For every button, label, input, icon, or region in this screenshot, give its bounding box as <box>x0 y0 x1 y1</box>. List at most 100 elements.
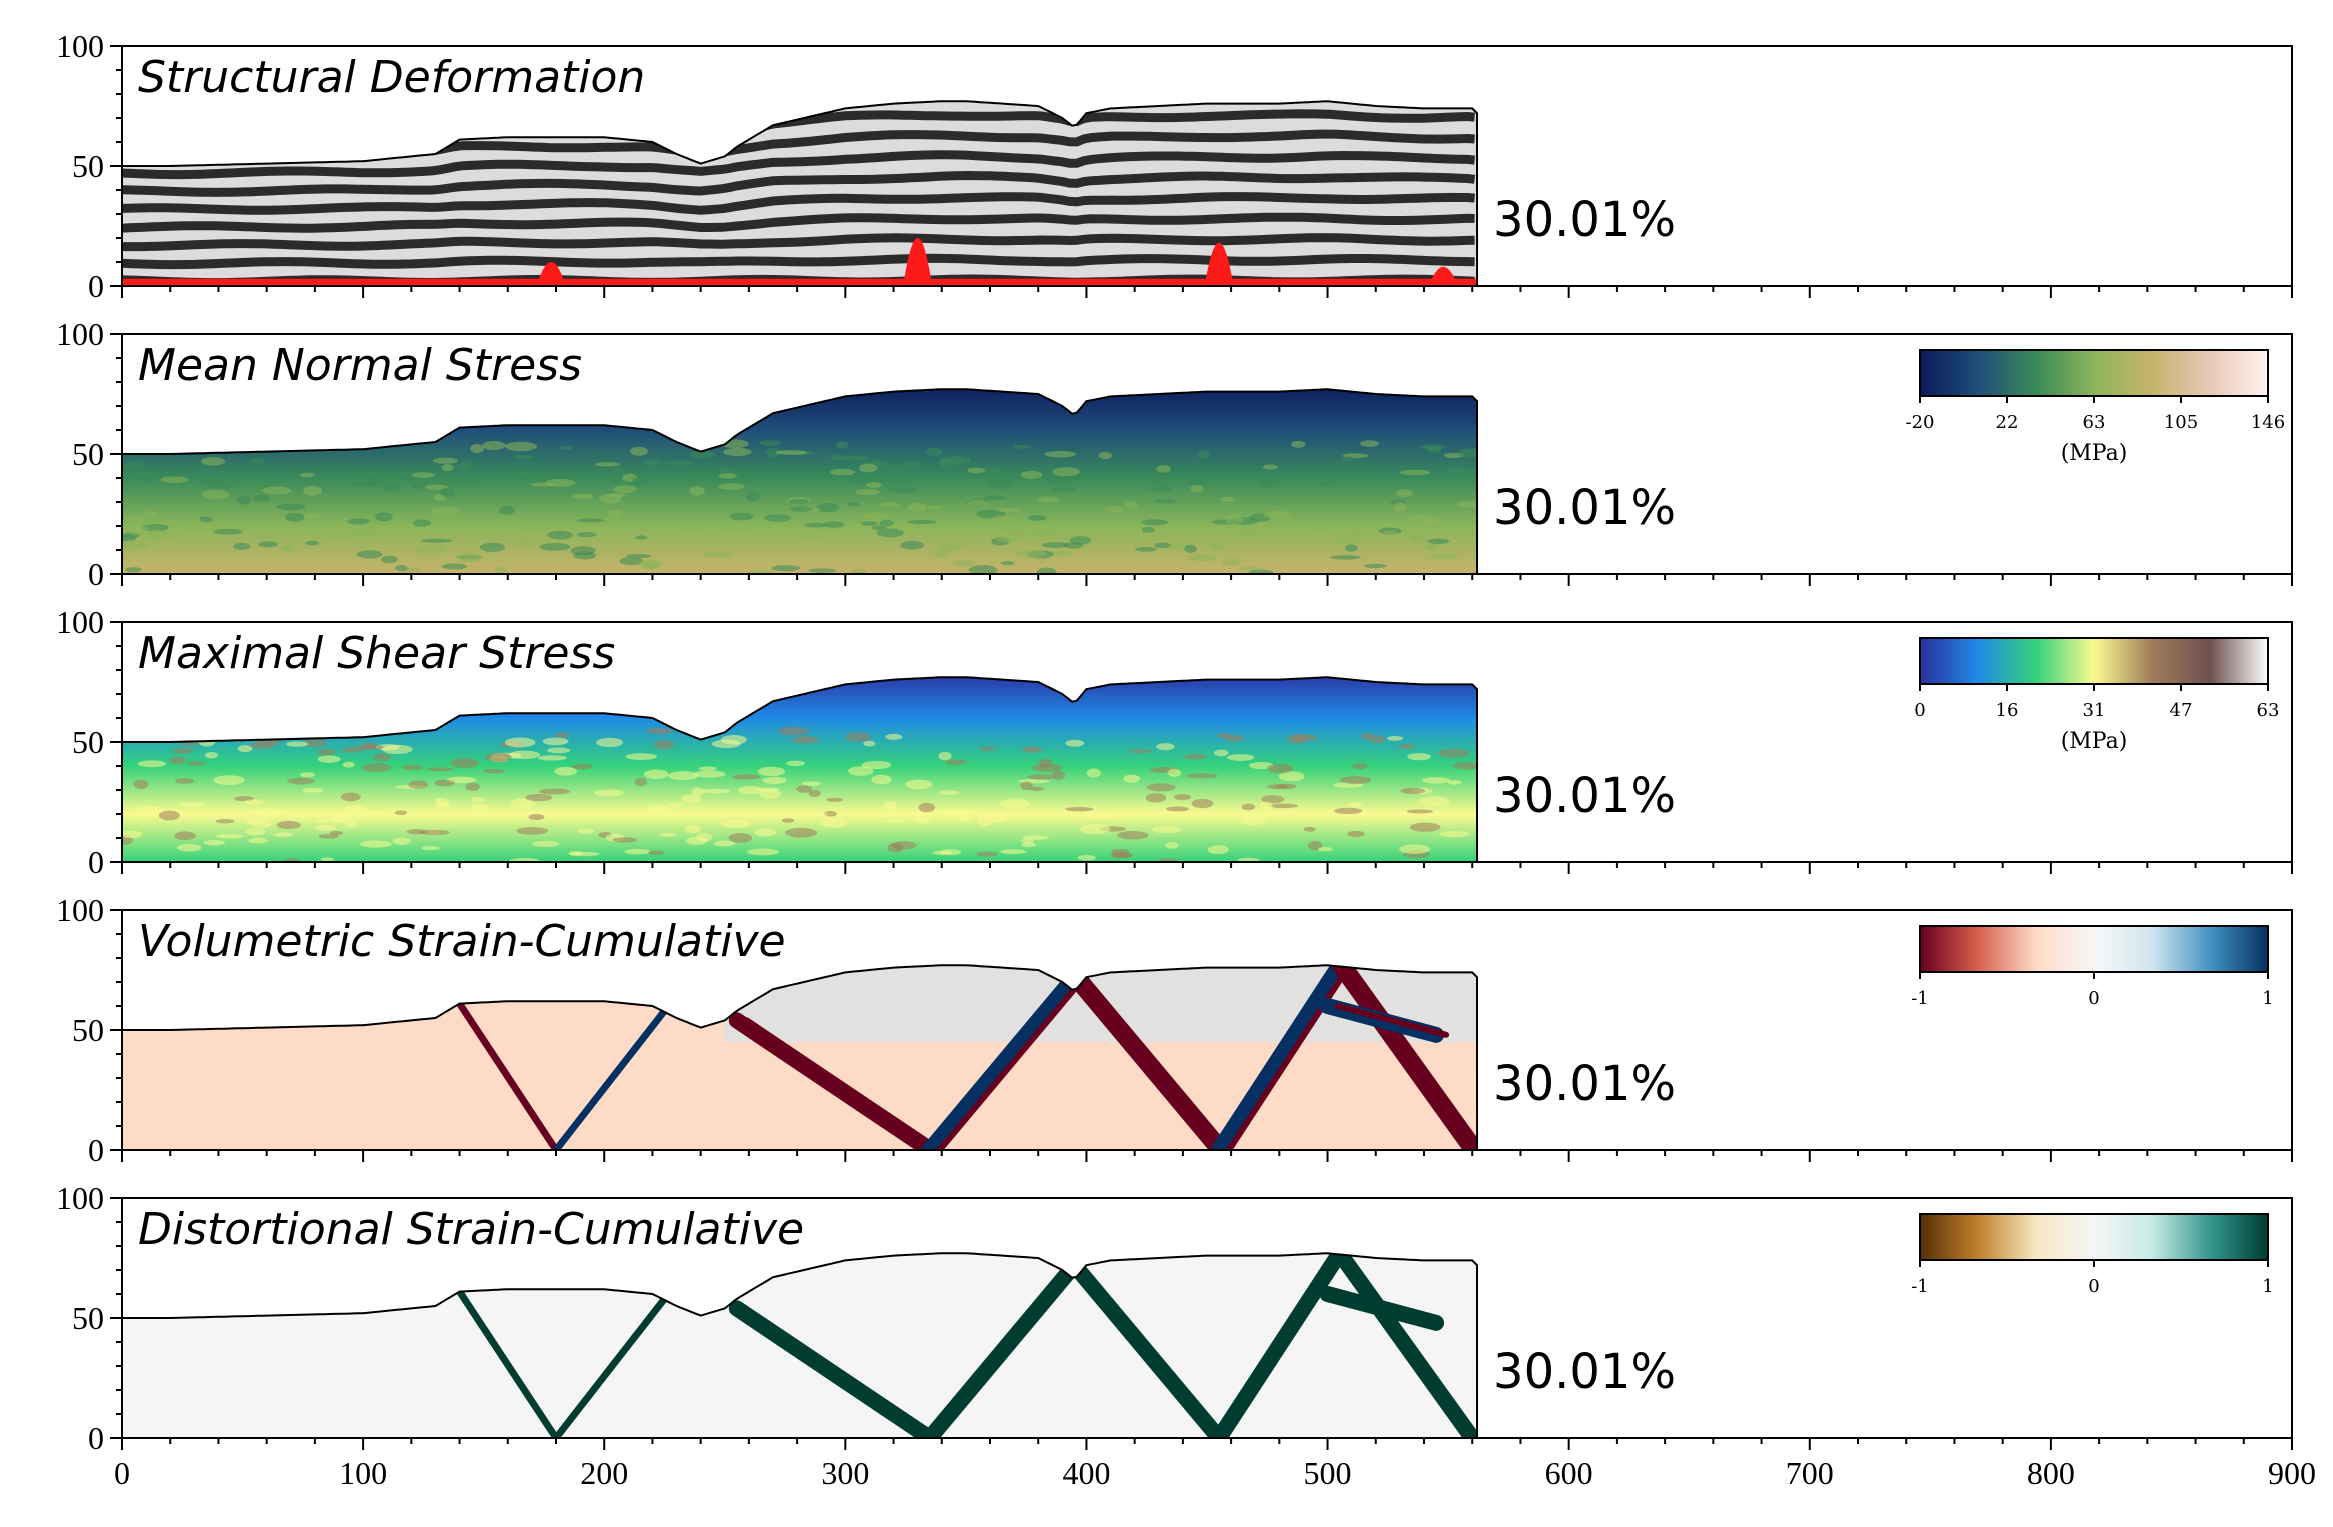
y-tick-label: 100 <box>56 28 104 64</box>
y-tick-label: 50 <box>72 436 104 472</box>
y-tick-label: 50 <box>72 1300 104 1336</box>
x-axis: 0 100 200 300 400 500 600 700 800 900 <box>114 1455 2316 1491</box>
colorbar-tick-label: -20 <box>1906 412 1935 433</box>
panel-title: Mean Normal Stress <box>138 340 582 391</box>
shear-band <box>1334 1003 1450 1038</box>
layer-band <box>122 192 1475 215</box>
shear-band <box>1319 1286 1445 1331</box>
shear-band <box>1331 1253 1478 1438</box>
colorbar: -1 0 1 <box>1911 1213 2274 1297</box>
shear-band <box>1211 965 1348 1150</box>
shear-band <box>728 1012 938 1150</box>
colorbar-tick-label: 105 <box>2164 412 2198 433</box>
shear-band <box>552 1295 668 1438</box>
panel-mean_normal_stress: 0 50 100 Mean Normal Stress 30.01% -20 22 63 105… <box>56 316 2293 592</box>
y-tick-label: 0 <box>88 1420 104 1456</box>
topography-line <box>122 964 1479 1151</box>
shortening-percent: 30.01% <box>1493 192 1676 248</box>
colorbar-ramp <box>1919 1213 2269 1261</box>
layer-band <box>122 253 1475 270</box>
panel-title: Distortional Strain-Cumulative <box>138 1204 804 1255</box>
colorbar-label: (MPa) <box>2061 441 2128 466</box>
shear-band <box>1346 965 1478 1150</box>
shortening-percent: 30.01% <box>1493 1344 1676 1400</box>
y-tick-label: 0 <box>88 844 104 880</box>
layer-band <box>122 233 1475 252</box>
shear-band <box>552 1007 668 1150</box>
diapir <box>1204 242 1234 286</box>
topography-line <box>122 676 1479 863</box>
colorbar-ramp <box>1919 637 2269 685</box>
field-mean_normal_stress <box>122 389 1478 574</box>
layer-band <box>122 150 1476 180</box>
colorbar-tick-label: 1 <box>2262 988 2273 1009</box>
colorbar-tick-label: 63 <box>2083 412 2106 433</box>
y-tick-label: 100 <box>56 316 104 352</box>
shear-band <box>1211 1253 1348 1438</box>
y-tick-label: 50 <box>72 724 104 760</box>
diapir <box>1428 266 1458 286</box>
colorbar-tick-label: 22 <box>1996 412 2019 433</box>
y-tick-label: 100 <box>56 892 104 928</box>
diapir <box>903 238 933 286</box>
shear-band <box>1331 965 1478 1150</box>
shortening-percent: 30.01% <box>1493 768 1676 824</box>
colorbar-tick-label: 1 <box>2262 1276 2273 1297</box>
panel-title: Volumetric Strain-Cumulative <box>138 916 786 967</box>
diapir <box>536 262 566 286</box>
y-tick-label: 0 <box>88 556 104 592</box>
x-tick-label: 700 <box>1786 1455 1834 1491</box>
panel-title: Structural Deformation <box>138 52 645 103</box>
colorbar-label: (MPa) <box>2061 729 2128 754</box>
shear-band <box>456 1288 560 1438</box>
x-tick-label: 600 <box>1545 1455 1593 1491</box>
x-tick-label: 300 <box>821 1455 869 1491</box>
panel-title: Maximal Shear Stress <box>138 628 615 679</box>
shear-band <box>1226 965 1353 1150</box>
shear-band <box>743 1017 943 1150</box>
x-tick-label: 400 <box>1062 1455 1110 1491</box>
shear-band <box>1066 969 1228 1150</box>
y-tick-label: 50 <box>72 1012 104 1048</box>
panel-structural_deformation: 0 50 100 Structural Deformation 30.01% <box>56 28 2293 304</box>
x-tick-label: 800 <box>2027 1455 2075 1491</box>
colorbar-tick-label: 0 <box>2088 1276 2099 1297</box>
colorbar-tick-label: 0 <box>2088 988 2099 1009</box>
colorbar-tick-label: 16 <box>1996 700 2019 721</box>
shear-band <box>1081 974 1233 1150</box>
colorbar: -1 0 1 <box>1911 925 2274 1009</box>
y-tick-label: 0 <box>88 268 104 304</box>
field-maximal_shear_stress <box>122 677 1478 862</box>
y-tick-label: 0 <box>88 1132 104 1168</box>
shortening-percent: 30.01% <box>1493 480 1676 536</box>
topography-line <box>122 388 1479 575</box>
x-tick-label: 500 <box>1304 1455 1352 1491</box>
y-tick-label: 100 <box>56 604 104 640</box>
colorbar-tick-label: -1 <box>1911 988 1929 1009</box>
x-tick-label: 200 <box>580 1455 628 1491</box>
colorbar-tick-label: 31 <box>2083 700 2106 721</box>
shear-band <box>728 1300 938 1438</box>
layer-band <box>122 170 1476 197</box>
shear-band <box>936 974 1088 1150</box>
shear-band <box>921 1257 1083 1438</box>
colorbar: -20 22 63 105 146 (MPa) <box>1906 349 2285 466</box>
y-tick-label: 50 <box>72 148 104 184</box>
x-tick-label: 900 <box>2268 1455 2316 1491</box>
colorbar-tick-label: -1 <box>1911 1276 1929 1297</box>
topography-line <box>122 1252 1479 1439</box>
shear-band <box>456 1000 560 1150</box>
colorbar-ramp <box>1919 349 2269 397</box>
shear-band <box>921 969 1083 1150</box>
shortening-percent: 30.01% <box>1493 1056 1676 1112</box>
colorbar-tick-label: 47 <box>2170 700 2193 721</box>
panel-volumetric_strain_cumulative: 0 50 100 Volumetric Strain-Cumulative 30.01%… <box>56 892 2293 1168</box>
x-tick-label: 100 <box>339 1455 387 1491</box>
basal-layer <box>122 278 1478 286</box>
panel-maximal_shear_stress: 0 50 100 Maximal Shear Stress 30.01% 0 16 31 47 6… <box>56 604 2293 880</box>
panel-distortional_strain_cumulative: 0 50 100 Distortional Strain-Cumulative 30.0… <box>56 1180 2293 1456</box>
shear-band <box>1066 1257 1228 1438</box>
x-tick-label: 0 <box>114 1455 130 1491</box>
